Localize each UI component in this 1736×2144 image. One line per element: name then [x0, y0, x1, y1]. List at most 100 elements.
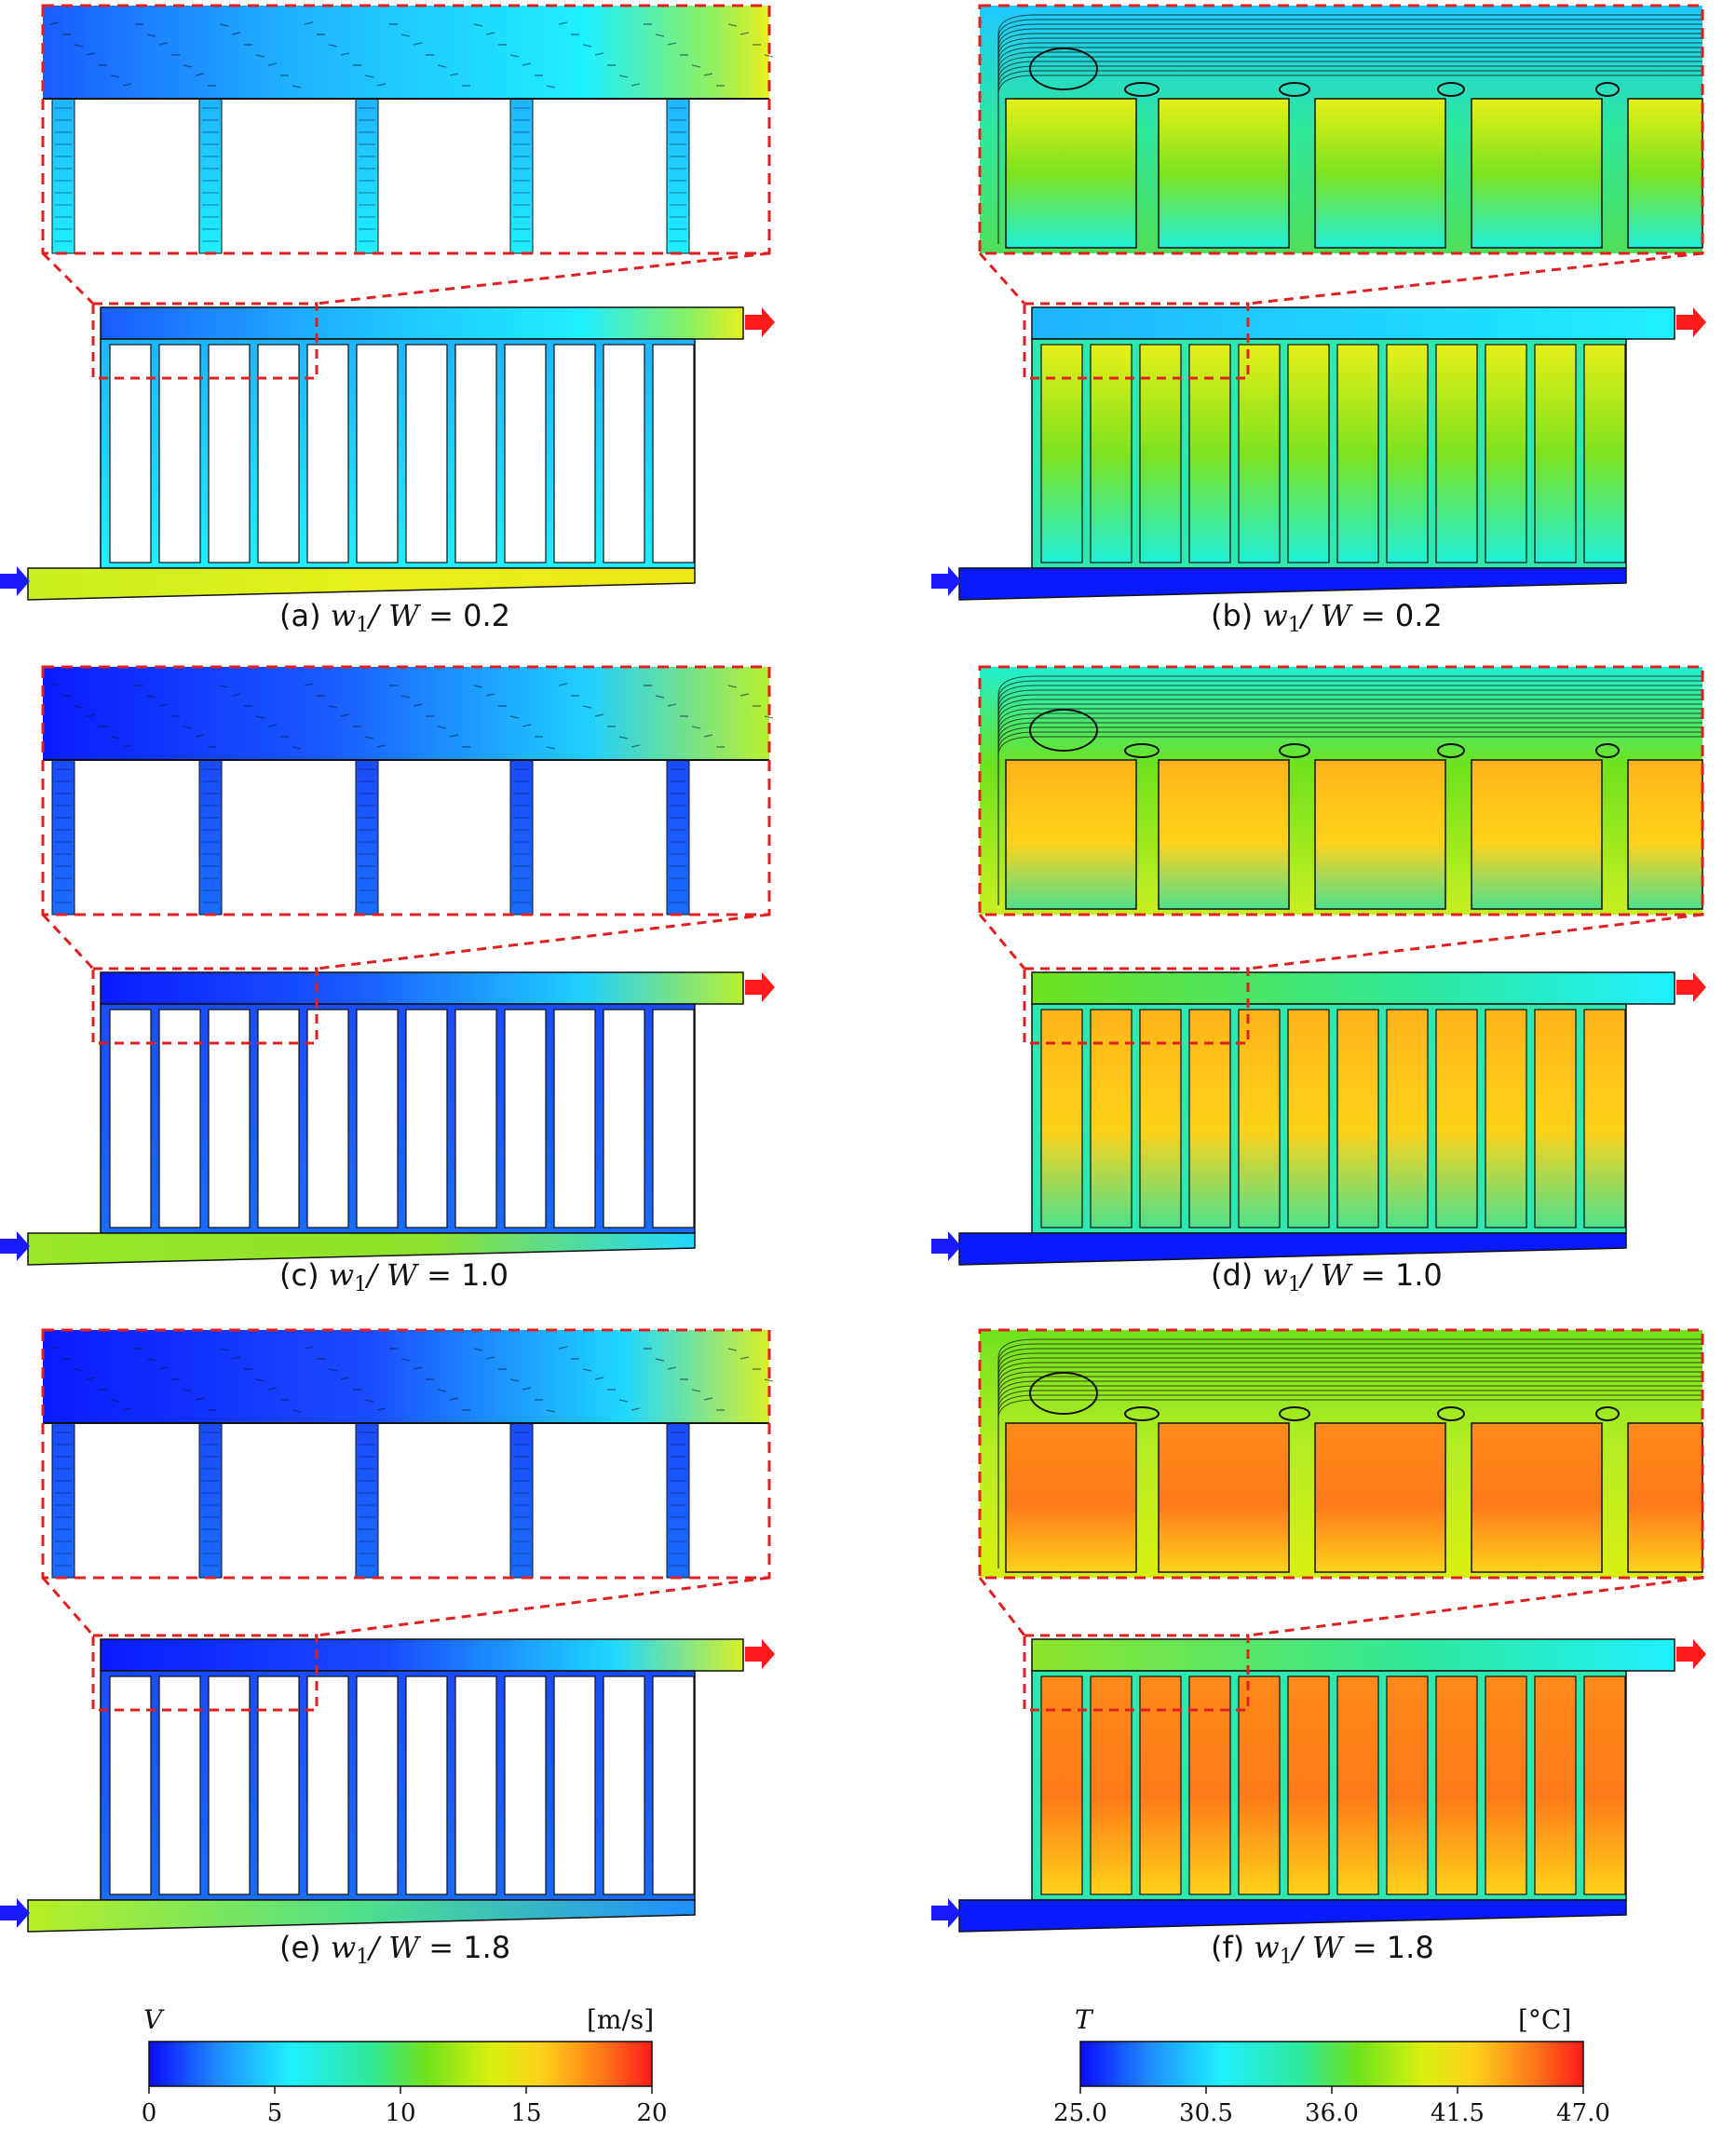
zoom-channel [51, 98, 75, 254]
velocity-vector [146, 695, 156, 699]
battery-cell [553, 344, 596, 563]
streamline [997, 699, 1702, 905]
battery-cell [652, 1009, 695, 1228]
battery-cell [257, 1009, 300, 1228]
velocity-vector [86, 713, 96, 717]
battery-cell [1090, 344, 1132, 563]
velocity-vector [631, 83, 641, 87]
battery-cell [454, 344, 497, 563]
corner-vortex [1029, 47, 1098, 90]
colorbar-tick-label: 41.5 [1431, 2099, 1485, 2127]
battery-cell [1238, 344, 1281, 563]
velocity-vector [594, 1377, 604, 1380]
velocity-vector [122, 744, 132, 748]
zoom-battery-cell [1471, 98, 1603, 249]
battery-cell [1139, 344, 1182, 563]
velocity-vector [764, 715, 774, 719]
velocity-vector [328, 44, 338, 47]
velocity-vector [340, 713, 350, 717]
streamline [997, 19, 1702, 244]
zoom-region-box [1023, 967, 1250, 1045]
velocity-vector [86, 1377, 96, 1380]
vortex [1124, 82, 1160, 97]
velocity-vector [364, 1399, 374, 1403]
vortex [1279, 1406, 1310, 1421]
outlet-header [1031, 306, 1675, 340]
streamline [997, 1371, 1702, 1568]
streamline [997, 28, 1702, 244]
velocity-vector [594, 713, 604, 717]
battery-cell [652, 344, 695, 563]
battery-cell [1287, 1009, 1330, 1228]
zoom-region-box [91, 967, 319, 1045]
battery-cell [454, 1009, 497, 1228]
ratio-expression: w1/ W = [328, 1257, 462, 1296]
velocity-vector [146, 34, 156, 37]
outlet-arrow [1676, 1639, 1706, 1669]
colorbar-tick-label: 10 [385, 2099, 416, 2127]
battery-cell [1139, 1009, 1182, 1228]
streamline [997, 1394, 1702, 1568]
outlet-arrow [1676, 307, 1706, 337]
battery-cell [158, 344, 201, 563]
velocity-vector [582, 44, 592, 47]
velocity-vector [739, 32, 750, 35]
battery-cell [405, 344, 448, 563]
vortex [1437, 743, 1465, 758]
panel-label: (f) [1211, 1930, 1255, 1965]
zoom-channel [509, 759, 534, 916]
velocity-vector [183, 726, 193, 729]
velocity-vector [449, 734, 459, 738]
panel-caption-c: (c) w1/ W = 1.0 [279, 1257, 509, 1296]
velocity-vector [219, 685, 229, 688]
velocity-vector [364, 75, 374, 78]
zoom-connector [41, 251, 95, 305]
battery-cell [1040, 1009, 1083, 1228]
zoom-battery-cell [1005, 759, 1137, 910]
velocity-vector [195, 734, 205, 738]
inlet-manifold [958, 567, 1627, 601]
velocity-vector [231, 1356, 241, 1360]
zoom-battery-cell [1158, 759, 1290, 910]
colorbar-tick-label: 0 [141, 2099, 157, 2127]
streamline [997, 712, 1702, 905]
zoom-battery-cell [1627, 1422, 1703, 1573]
battery-cell [504, 1009, 547, 1228]
inlet-arrow [931, 1898, 961, 1928]
zoom-inset-frame [978, 4, 1704, 255]
panel-b [931, 4, 1706, 601]
corner-vortex [1029, 709, 1098, 752]
battery-cell [652, 1676, 695, 1895]
velocity-vector [304, 21, 314, 25]
streamline [997, 736, 1702, 905]
inlet-arrow [0, 1231, 30, 1261]
streamline [997, 685, 1702, 905]
outlet-header [100, 971, 744, 1005]
inlet-arrow [931, 1231, 961, 1261]
colorbar-symbol: T [1075, 2004, 1092, 2035]
battery-cell [1188, 1009, 1231, 1228]
streamline [997, 65, 1702, 244]
battery-cell [109, 344, 152, 563]
streamline [997, 1348, 1702, 1568]
velocity-vector [219, 1348, 229, 1351]
battery-cell [356, 1009, 399, 1228]
panel-label: (e) [279, 1930, 331, 1965]
panel-label: (c) [279, 1257, 329, 1293]
velocity-vector [522, 62, 532, 66]
battery-cell [158, 1009, 201, 1228]
battery-cell [1435, 344, 1478, 563]
zoom-battery-cell [1471, 1422, 1603, 1573]
panel-f [931, 1328, 1706, 1933]
zoom-channel [198, 1422, 223, 1579]
velocity-vector [667, 703, 677, 707]
velocity-vector [183, 1389, 193, 1392]
vortex [1595, 1406, 1620, 1421]
colorbar-tick-label: 20 [636, 2099, 668, 2127]
velocity-vector [400, 695, 411, 699]
outlet-arrow [745, 307, 775, 337]
zoom-channel [51, 1422, 75, 1579]
vortex [1124, 1406, 1160, 1421]
streamline [997, 1399, 1702, 1568]
velocity-vector [509, 54, 520, 58]
